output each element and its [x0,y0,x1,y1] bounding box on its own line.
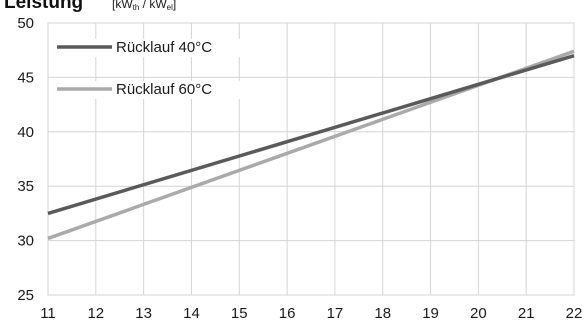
x-tick-label: 13 [135,305,152,322]
y-axis-unit-label: [kWth / kWel] [112,0,176,12]
x-tick-label: 22 [566,305,583,322]
x-tick-label: 14 [183,305,200,322]
legend: Rücklauf 40°C Rücklauf 60°C [56,39,261,99]
y-tick-label: 45 [17,69,34,86]
axes: 11 12 13 14 15 16 17 18 19 20 21 22 25 30 35 40 45 50 [17,15,582,322]
chart-title: Leistung [4,0,83,13]
y-tick-label: 25 [17,287,34,304]
y-tick-label: 35 [17,178,34,195]
x-tick-label: 17 [327,305,344,322]
x-tick-label: 15 [231,305,248,322]
legend-label: Rücklauf 60°C [116,81,212,98]
x-tick-label: 16 [279,305,296,322]
legend-entry-bg [56,39,261,57]
y-tick-label: 30 [17,233,34,250]
legend-label: Rücklauf 40°C [116,39,212,56]
x-tick-label: 20 [470,305,487,322]
grid [47,22,575,296]
series-lines [47,49,575,241]
y-tick-label: 50 [17,15,34,32]
legend-entry-bg [56,81,261,99]
unit-sub-th: th [133,3,140,12]
series-line [47,53,575,216]
x-tick-label: 11 [40,305,56,322]
unit-open: [kW [112,0,133,11]
x-tick-label: 19 [422,305,439,322]
y-tick-label: 40 [17,124,34,141]
x-tick-label: 12 [87,305,104,322]
unit-close: ] [173,0,176,11]
x-tick-label: 18 [374,305,391,322]
unit-mid: / kW [139,0,167,11]
x-tick-label: 21 [518,305,535,322]
unit-sub-el: el [167,3,173,12]
